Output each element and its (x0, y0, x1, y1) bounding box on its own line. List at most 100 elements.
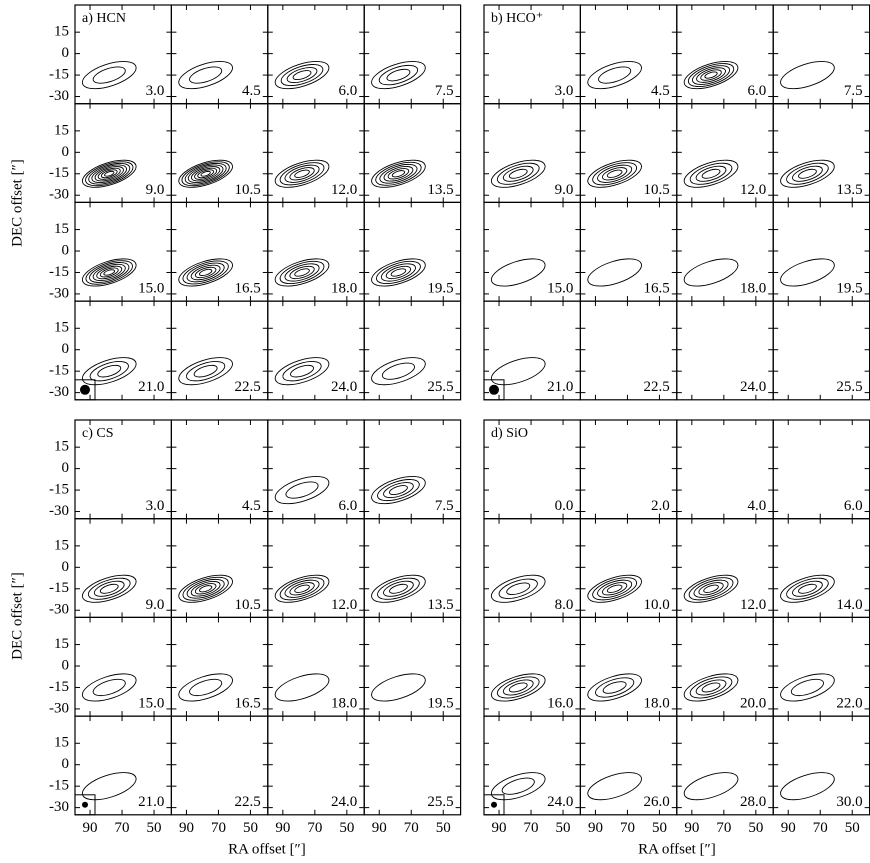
contour (683, 673, 739, 702)
contour (274, 476, 330, 505)
contour (186, 578, 225, 599)
beam (80, 384, 90, 395)
contour (683, 159, 739, 188)
channel-cell (363, 715, 462, 816)
channel-velocity: 6.0 (338, 83, 357, 99)
contour (502, 165, 534, 182)
channel-velocity: 12.0 (740, 182, 766, 198)
contour (683, 61, 739, 90)
panel-label: d) SiO (491, 426, 528, 441)
contour (379, 163, 418, 184)
channel-cell (363, 300, 462, 401)
contour (496, 162, 540, 185)
beam (491, 801, 497, 808)
channel-velocity: 2.0 (651, 498, 670, 514)
contour (383, 580, 414, 597)
contour (89, 361, 129, 382)
contour (378, 64, 419, 86)
contour (290, 364, 314, 378)
channel-velocity: 24.0 (331, 379, 357, 395)
channel-velocity: 19.5 (427, 281, 453, 297)
contour (184, 162, 227, 185)
contour (498, 578, 538, 599)
contour (508, 682, 528, 693)
channel-velocity: 9.0 (555, 182, 574, 198)
x-tick-label: 70 (524, 820, 539, 836)
channel-velocity: 8.0 (555, 597, 574, 613)
channel-velocity: 3.0 (146, 83, 165, 99)
channel-velocity: 7.5 (435, 498, 454, 514)
contour (377, 577, 420, 600)
contour (587, 159, 642, 188)
contour (81, 61, 137, 90)
contour (279, 577, 325, 601)
channel-velocity: 7.5 (844, 83, 863, 99)
contour (587, 61, 642, 90)
channel-velocity: 21.0 (547, 379, 573, 395)
beam (489, 384, 499, 395)
contour (786, 162, 829, 185)
channel-velocity: 18.0 (644, 696, 670, 712)
contour (587, 772, 642, 801)
contour (683, 574, 739, 603)
contour (780, 772, 835, 801)
channel-velocity: 20.0 (740, 696, 766, 712)
channel-velocity: 25.5 (427, 794, 453, 810)
y-tick-label: 0 (62, 144, 70, 160)
contour (198, 585, 213, 593)
contour (186, 262, 225, 283)
contour (695, 679, 727, 696)
contour (294, 584, 310, 593)
contour (96, 265, 123, 280)
channel-velocity: 4.0 (747, 498, 766, 514)
contour (280, 64, 324, 87)
contour (695, 165, 727, 182)
channel-velocity: 7.5 (435, 83, 454, 99)
contour (587, 673, 642, 702)
contour (490, 772, 546, 801)
contour (282, 361, 322, 382)
x-tick-label: 90 (781, 820, 796, 836)
x-tick-label: 70 (404, 820, 419, 836)
channel-velocity: 22.5 (235, 379, 261, 395)
contour (81, 673, 137, 702)
contour (81, 258, 137, 287)
contour (371, 673, 426, 702)
channel-velocity: 22.0 (836, 696, 862, 712)
contour (371, 258, 426, 287)
contour (696, 67, 726, 83)
panel-label: c) CS (82, 426, 114, 441)
contour (279, 162, 325, 186)
x-tick-label: 70 (307, 820, 322, 836)
contour (689, 676, 733, 699)
channel-velocity: 6.0 (338, 498, 357, 514)
channel-velocity: 15.0 (138, 281, 164, 297)
x-tick-label: 70 (620, 820, 635, 836)
y-tick-label: 0 (62, 559, 70, 575)
contour (602, 681, 627, 694)
contour (294, 169, 310, 178)
contour (704, 71, 718, 79)
contour (692, 65, 731, 85)
contour (200, 170, 211, 177)
channel-velocity: 15.0 (138, 696, 164, 712)
contour (592, 577, 638, 601)
contour (693, 579, 729, 598)
channel-velocity: 12.0 (331, 597, 357, 613)
beam-box (483, 379, 505, 401)
contour (194, 583, 217, 595)
channel-velocity: 3.0 (146, 498, 165, 514)
y-tick-label: 0 (62, 242, 70, 258)
y-tick-label: -30 (49, 602, 69, 618)
contour (103, 269, 116, 276)
x-tick-label: 50 (652, 820, 667, 836)
y-tick-label: 15 (54, 439, 69, 455)
beam (82, 801, 88, 808)
contour (92, 678, 126, 697)
contour (790, 678, 824, 697)
contour (371, 357, 426, 386)
contour (92, 66, 126, 84)
contour (792, 580, 823, 597)
x-axis-label: RA offset [″] (638, 841, 716, 857)
contour (490, 159, 546, 188)
